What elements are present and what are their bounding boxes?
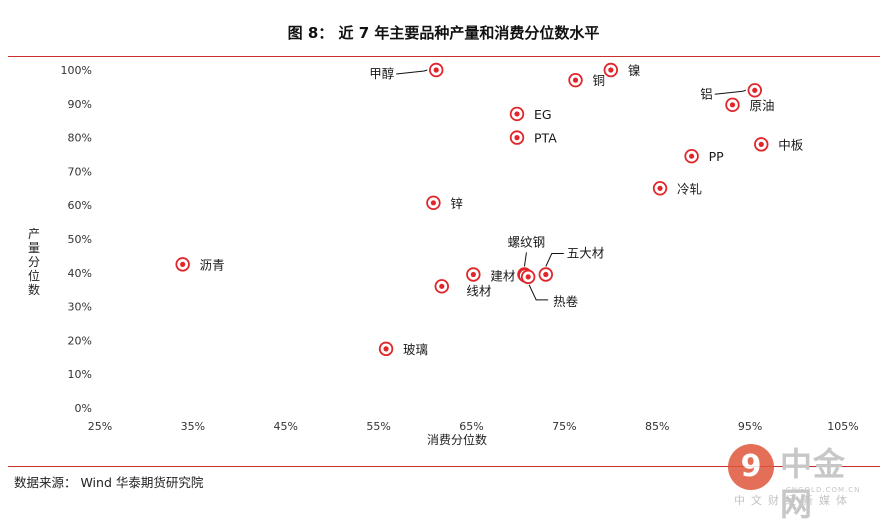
scatter-point-core bbox=[514, 135, 520, 141]
scatter-point bbox=[538, 267, 554, 282]
point-leader-line bbox=[523, 252, 527, 267]
point-label: 中板 bbox=[778, 137, 804, 152]
point-leader-line bbox=[545, 252, 564, 267]
point-label: PTA bbox=[534, 131, 557, 146]
scatter-point-core bbox=[608, 67, 614, 73]
scatter-point-core bbox=[543, 271, 549, 278]
point-label: 铝 bbox=[700, 86, 713, 101]
watermark-logo-icon: 9 bbox=[728, 444, 774, 490]
scatter-point bbox=[175, 257, 190, 272]
scatter-point-core bbox=[433, 67, 439, 73]
point-label: 原油 bbox=[749, 98, 774, 113]
y-tick-label: 40% bbox=[68, 267, 92, 280]
point-label: 锌 bbox=[450, 196, 463, 211]
scatter-point bbox=[603, 62, 619, 78]
point-label: 建材 bbox=[490, 269, 515, 284]
y-tick-label: 30% bbox=[68, 301, 92, 314]
scatter-point-core bbox=[430, 200, 437, 206]
scatter-point bbox=[509, 106, 525, 122]
y-tick-label: 0% bbox=[75, 402, 92, 415]
watermark-name: 中金网 bbox=[780, 445, 847, 523]
watermark: 9 中金网 CNGOLD.COM.CN 中文财经新媒体 bbox=[728, 444, 878, 523]
y-tick-label: 60% bbox=[68, 199, 92, 212]
scatter-point-core bbox=[752, 87, 758, 93]
scatter-point-core bbox=[470, 271, 476, 278]
scatter-point bbox=[434, 279, 449, 294]
scatter-point-core bbox=[689, 153, 695, 159]
point-label: EG bbox=[534, 107, 552, 122]
source-note: 数据来源： Wind 华泰期货研究院 bbox=[14, 475, 204, 490]
title-rule bbox=[8, 56, 880, 57]
scatter-point-core bbox=[514, 111, 520, 117]
x-tick-label: 95% bbox=[738, 420, 762, 433]
y-tick-label: 50% bbox=[68, 233, 92, 246]
point-label: PP bbox=[709, 149, 725, 164]
scatter-point bbox=[568, 72, 583, 88]
scatter-point-core bbox=[729, 102, 736, 108]
scatter-point bbox=[429, 62, 444, 78]
scatter-point bbox=[652, 181, 668, 196]
scatter-point bbox=[747, 83, 762, 98]
x-tick-label: 75% bbox=[552, 420, 576, 433]
scatter-point-core bbox=[180, 261, 186, 267]
x-tick-label: 105% bbox=[827, 420, 858, 433]
x-axis-label: 消费分位数 bbox=[427, 432, 487, 447]
point-leader-line bbox=[528, 284, 549, 301]
point-label: 热卷 bbox=[553, 294, 579, 309]
x-tick-label: 45% bbox=[274, 420, 298, 433]
x-tick-label: 35% bbox=[181, 420, 205, 433]
y-axis-label: 产量分位数 bbox=[28, 227, 40, 297]
x-tick-label: 65% bbox=[459, 420, 483, 433]
y-tick-label: 90% bbox=[68, 98, 92, 111]
scatter-point bbox=[684, 148, 699, 164]
scatter-point bbox=[378, 341, 394, 357]
x-tick-label: 85% bbox=[645, 420, 669, 433]
source-rule bbox=[8, 466, 880, 467]
scatter-point-core bbox=[572, 77, 579, 83]
point-label: 沥青 bbox=[200, 257, 225, 272]
point-label: 铜 bbox=[593, 73, 606, 88]
scatter-point-core bbox=[439, 283, 445, 289]
scatter-point bbox=[426, 195, 441, 211]
scatter-point bbox=[725, 97, 740, 113]
point-label: 螺纹钢 bbox=[508, 234, 546, 249]
watermark-url: CNGOLD.COM.CN bbox=[786, 486, 861, 494]
x-tick-label: 25% bbox=[88, 420, 112, 433]
scatter-point-core bbox=[525, 274, 531, 280]
y-tick-label: 10% bbox=[68, 368, 92, 381]
point-label: 玻璃 bbox=[403, 342, 428, 357]
point-leader-line bbox=[714, 89, 746, 95]
figure-title: 图 8： 近 7 年主要品种产量和消费分位数水平 bbox=[287, 24, 600, 42]
y-tick-label: 100% bbox=[61, 64, 92, 77]
point-label: 线材 bbox=[466, 283, 491, 298]
point-label: 冷轧 bbox=[677, 181, 702, 196]
scatter-point-core bbox=[758, 141, 764, 147]
x-tick-label: 55% bbox=[366, 420, 390, 433]
point-leader-line bbox=[396, 69, 428, 75]
scatter-point bbox=[466, 267, 481, 282]
scatter-point bbox=[754, 137, 769, 152]
scatter-point bbox=[520, 269, 536, 285]
y-tick-label: 70% bbox=[68, 165, 92, 178]
point-label: 五大材 bbox=[567, 245, 605, 260]
scatter-point-core bbox=[383, 346, 389, 352]
point-label: 镍 bbox=[628, 63, 641, 78]
y-tick-label: 20% bbox=[68, 334, 92, 347]
point-label: 甲醇 bbox=[369, 66, 394, 81]
y-tick-label: 80% bbox=[68, 132, 92, 145]
watermark-tagline: 中文财经新媒体 bbox=[734, 494, 853, 507]
scatter-point-core bbox=[657, 185, 663, 191]
scatter-point bbox=[509, 130, 525, 145]
